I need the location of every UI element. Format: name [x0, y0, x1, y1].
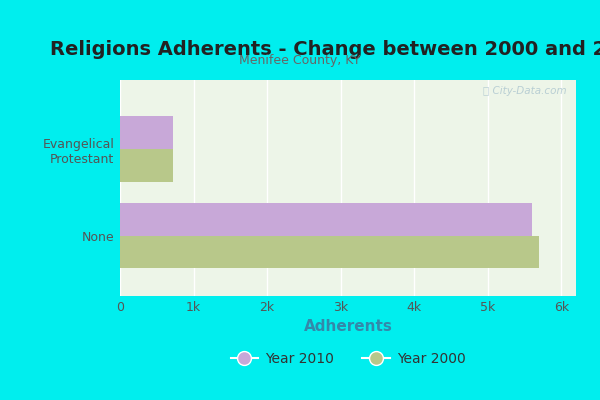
Text: ⓘ City-Data.com: ⓘ City-Data.com	[483, 86, 567, 96]
Bar	[120, 236, 539, 268]
Legend: Year 2010, Year 2000: Year 2010, Year 2000	[225, 346, 471, 371]
Title: Religions Adherents - Change between 2000 and 2010: Religions Adherents - Change between 200…	[50, 40, 600, 59]
Bar	[120, 149, 173, 182]
Bar	[120, 203, 532, 236]
Bar	[120, 116, 173, 149]
Text: Menifee County, KY: Menifee County, KY	[239, 54, 361, 67]
X-axis label: Adherents: Adherents	[304, 320, 392, 334]
